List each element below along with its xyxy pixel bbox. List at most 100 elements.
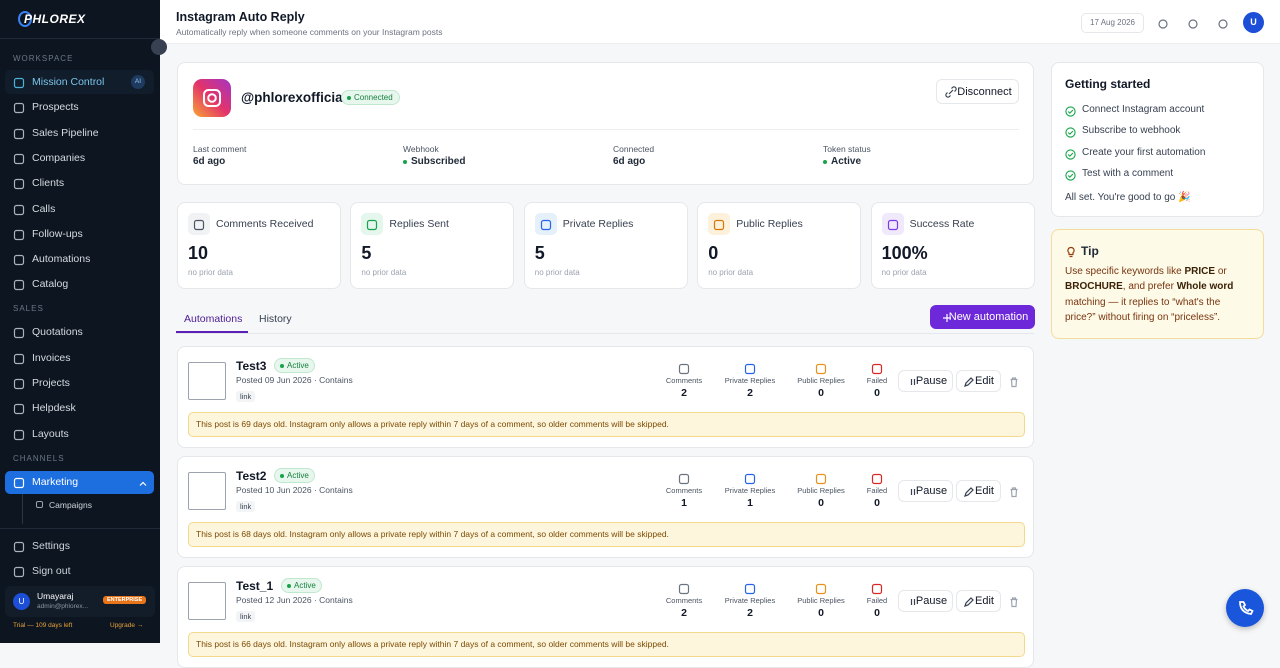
delete-button[interactable] <box>1008 375 1020 393</box>
automation-name: Test_1 <box>236 579 274 593</box>
header-icon[interactable] <box>1187 17 1199 29</box>
tab-underline <box>176 331 248 333</box>
edit-button[interactable]: Edit <box>956 370 1001 392</box>
call-button[interactable] <box>1226 589 1264 627</box>
tip-keyword: Whole word <box>1176 281 1234 293</box>
automation-card: Test3 Active Posted 09 Jun 2026 · Contains… <box>177 346 1034 448</box>
tip-keyword: PRICE <box>1184 266 1216 277</box>
pause-button[interactable]: Pause <box>898 480 953 502</box>
footer-note: All set. You're good to go 🎉 <box>1065 192 1191 203</box>
edit-button[interactable]: Edit <box>956 590 1001 612</box>
header-avatar[interactable]: U <box>1243 12 1264 33</box>
pause-button[interactable]: Pause <box>898 370 953 392</box>
header-icon[interactable] <box>1157 17 1169 29</box>
nav-item[interactable]: Calls <box>32 202 56 215</box>
delete-button[interactable] <box>1008 485 1020 503</box>
sidebar: PHLOREX WORKSPACE Mission Control AI Prospec… <box>0 0 167 643</box>
nav-item[interactable]: Companies <box>32 151 86 164</box>
nav-item[interactable]: Clients <box>32 177 65 190</box>
disconnect-button[interactable]: Disconnect <box>936 79 1019 104</box>
stat-label: Private Replies <box>562 218 634 230</box>
nav-item[interactable]: Follow-ups <box>32 227 83 240</box>
status-dot <box>280 364 284 368</box>
stat-note: no prior data <box>361 268 407 277</box>
handle: @phlorexofficial <box>241 90 347 105</box>
pause-button[interactable]: Pause <box>898 590 953 612</box>
status-badge: Active <box>281 578 322 593</box>
upgrade-link[interactable]: Upgrade → <box>110 622 144 629</box>
edit-icon <box>963 596 975 611</box>
stat-note: no prior data <box>188 268 233 277</box>
metric-icon <box>678 582 690 600</box>
metric-value: 0 <box>874 607 880 619</box>
nav-item-current <box>5 70 154 94</box>
posted-info: Posted 10 Jun 2026 · Contains <box>236 485 353 495</box>
stat-note: no prior data <box>708 268 754 277</box>
keyword-tag: link <box>236 611 256 622</box>
stat-card: Private Replies 5 no prior data <box>523 202 688 289</box>
warning-banner: This post is 68 days old. Instagram only… <box>188 522 1025 547</box>
collapse-button[interactable] <box>151 39 167 55</box>
nav-item[interactable]: Catalog <box>32 278 69 291</box>
stat-icon <box>188 213 210 235</box>
nav-icon <box>13 476 25 488</box>
tabs-border <box>176 333 1034 334</box>
submenu-item[interactable]: Campaigns <box>49 499 92 510</box>
nav-item[interactable]: Sales Pipeline <box>32 126 99 139</box>
metric-value: 0 <box>818 607 824 619</box>
nav-item[interactable]: Projects <box>32 377 70 389</box>
nav-item[interactable]: Settings <box>32 540 70 552</box>
info-value: 6d ago <box>613 156 646 167</box>
nav-item[interactable]: Marketing <box>32 475 79 488</box>
new-automation-button[interactable]: New automation <box>930 305 1035 329</box>
metric-value: 2 <box>681 387 687 399</box>
tip-keyword: BROCHURE <box>1065 281 1123 293</box>
info-dot <box>403 160 407 164</box>
nav-item[interactable]: Mission Control <box>32 76 105 88</box>
nav-item[interactable]: Automations <box>32 253 91 266</box>
nav-item[interactable]: Sign out <box>32 565 71 577</box>
status-dot <box>287 584 291 588</box>
header-icon[interactable] <box>1217 17 1229 29</box>
tip-card: Tip Use specific keywords like PRICE or B… <box>1051 229 1264 339</box>
post-thumbnail <box>188 472 226 510</box>
metric-icon <box>678 362 690 380</box>
metric-icon <box>871 362 883 380</box>
metric-label: Failed <box>866 376 888 385</box>
nav-item[interactable]: Quotations <box>32 326 83 339</box>
metric-icon <box>871 472 883 490</box>
header <box>160 0 1280 44</box>
metric-value: 0 <box>818 497 824 509</box>
metric-label: Comments <box>665 376 703 385</box>
pause-icon <box>907 596 919 611</box>
nav-icon <box>13 127 25 139</box>
metric-icon <box>744 472 756 490</box>
status-dot <box>280 474 284 478</box>
nav-item[interactable]: Helpdesk <box>32 402 76 415</box>
tab[interactable]: Automations <box>184 313 243 325</box>
nav-item[interactable]: Layouts <box>32 427 69 440</box>
post-thumbnail <box>188 582 226 620</box>
card-title: Getting started <box>1065 77 1151 91</box>
tab[interactable]: History <box>259 313 292 325</box>
keyword-tag: link <box>236 391 256 402</box>
stat-card: Replies Sent 5 no prior data <box>350 202 515 289</box>
nav-icon <box>13 152 25 164</box>
check-icon <box>1065 125 1076 143</box>
checklist-item: Connect Instagram account <box>1082 104 1205 115</box>
metric-label: Private Replies <box>724 486 776 495</box>
nav-item[interactable]: Invoices <box>32 351 71 364</box>
section-label: WORKSPACE <box>13 54 74 63</box>
nav-icon <box>13 565 25 578</box>
page-title: Instagram Auto Reply <box>176 10 305 24</box>
metric-value: 2 <box>747 607 753 619</box>
divider <box>0 38 160 39</box>
nav-item[interactable]: Prospects <box>32 101 79 114</box>
edit-button[interactable]: Edit <box>956 480 1001 502</box>
tip-body: Use specific keywords like PRICE or BROC… <box>1065 264 1250 325</box>
delete-button[interactable] <box>1008 595 1020 613</box>
checklist-item: Test with a comment <box>1082 168 1174 180</box>
metric-label: Comments <box>665 596 703 605</box>
